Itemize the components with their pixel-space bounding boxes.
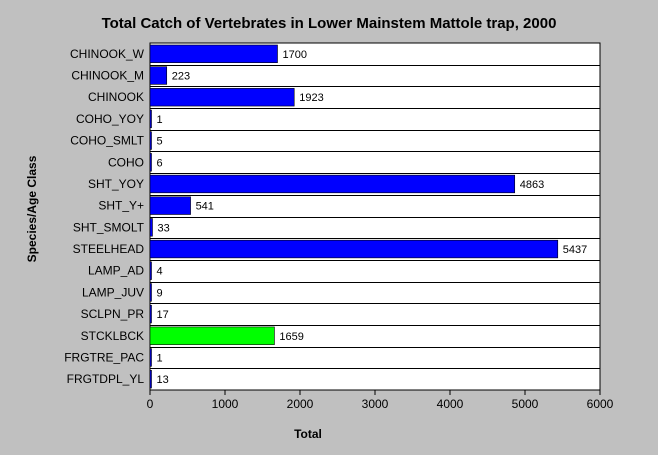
category-label: COHO	[108, 155, 144, 169]
data-label: 9	[157, 287, 163, 299]
bar-sclpn-pr	[149, 304, 152, 324]
x-tick-label: 6000	[587, 397, 614, 411]
data-label: 223	[172, 71, 190, 83]
category-label: CHINOOK_M	[71, 69, 144, 83]
category-label: CHINOOK	[88, 90, 144, 104]
data-label: 6	[157, 157, 163, 169]
bar-sht-smolt	[149, 218, 153, 237]
category-label: FRGTDPL_YL	[67, 372, 145, 386]
category-label: SHT_Y+	[98, 199, 144, 213]
grid-lines	[150, 65, 600, 369]
x-tick-label: 3000	[362, 397, 389, 411]
bar-coho-smlt	[149, 131, 152, 150]
category-label: SHT_YOY	[88, 177, 144, 191]
category-labels: CHINOOK_W CHINOOK_M CHINOOK COHO_YOY COHO_SM…	[64, 47, 144, 386]
category-label: CHINOOK_W	[70, 47, 145, 61]
data-label: 1	[157, 114, 163, 126]
bar-coho	[149, 153, 152, 172]
data-labels: 1700 223 1923 1 5 6 4863 541 33 5437 4 9 17 1659 1 13	[157, 49, 588, 386]
bar-chinook-w	[149, 44, 278, 63]
bar-sht-yoy	[149, 174, 516, 194]
x-tick-label: 4000	[437, 397, 464, 411]
bar-frgtre-pac	[149, 348, 152, 367]
x-tick-label: 2000	[287, 397, 314, 411]
data-label: 13	[157, 374, 169, 386]
data-label: 4	[157, 266, 163, 278]
bar-sht-y-	[149, 196, 191, 215]
x-axis-ticks: 0 1000 2000 3000 4000 5000 6000	[147, 390, 614, 411]
y-axis-label: Species/Age Class	[25, 155, 39, 262]
bar-chinook-m	[149, 66, 168, 85]
data-label: 541	[196, 201, 214, 213]
data-label: 33	[157, 222, 169, 234]
category-label: STCKLBCK	[81, 329, 144, 343]
bar-lamp-juv	[149, 283, 152, 302]
data-label: 5	[157, 136, 163, 148]
data-label: 1923	[299, 92, 323, 104]
data-label: 1700	[283, 49, 307, 61]
data-label: 5437	[563, 244, 587, 256]
x-axis-label: Total	[294, 427, 322, 441]
category-label: COHO_YOY	[76, 112, 144, 126]
data-label: 4863	[520, 179, 544, 191]
bars	[149, 44, 559, 389]
x-tick-label: 0	[147, 397, 154, 411]
data-label: 1	[157, 352, 163, 364]
bar-lamp-ad	[149, 261, 152, 280]
category-label: FRGTRE_PAC	[64, 350, 144, 364]
data-label: 1659	[279, 331, 303, 343]
category-label: LAMP_JUV	[82, 285, 144, 299]
x-tick-label: 1000	[212, 397, 239, 411]
bar-coho-yoy	[149, 109, 152, 129]
x-tick-label: 5000	[512, 397, 539, 411]
chart-title: Total Catch of Vertebrates in Lower Main…	[102, 15, 557, 32]
bar-chinook	[149, 88, 295, 107]
category-label: COHO_SMLT	[70, 134, 144, 148]
category-label: STEELHEAD	[73, 242, 145, 256]
bar-stcklbck	[149, 326, 275, 345]
data-label: 17	[157, 309, 169, 321]
bar-steelhead	[149, 239, 559, 259]
category-label: SHT_SMOLT	[73, 220, 145, 234]
category-label: SCLPN_PR	[81, 307, 145, 321]
bar-frgtdpl-yl	[149, 370, 152, 389]
category-label: LAMP_AD	[88, 264, 144, 278]
